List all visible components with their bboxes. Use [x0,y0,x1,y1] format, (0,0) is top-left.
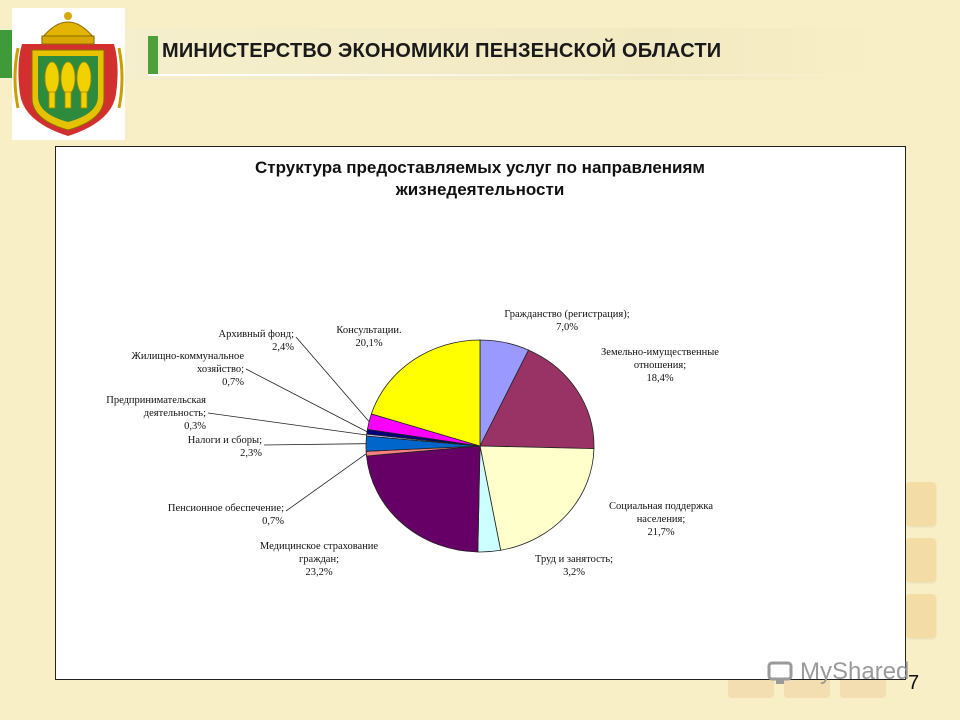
data-label: Консультации. 20,1% [336,325,401,349]
chart-title: Структура предоставляемых услуг по напра… [255,158,705,199]
data-label: Налоги и сборы; 2,3% [188,435,262,459]
pie-slice [479,445,595,551]
header-left-stripe [0,30,12,78]
data-label: Пенсионное обеспечение; 0,7% [168,503,284,527]
pensa-coat-of-arms-icon [12,8,125,140]
data-label-line: 0,3% [184,421,206,432]
page-number: 7 [908,672,920,694]
leader-line [245,368,368,433]
data-label-line: хозяйство; [197,364,244,375]
data-label-line: 0,7% [262,516,284,527]
myshared-logo-icon [767,661,793,684]
header-band [0,28,880,80]
page-title: МИНИСТЕРСТВО ЭКОНОМИКИ ПЕНЗЕНСКОЙ ОБЛАСТ… [162,40,722,62]
data-label-line: Консультации. [336,325,401,336]
data-label-line: Гражданство (регистрация); [504,309,629,320]
watermark: MyShared [800,658,910,685]
data-label-line: Архивный фонд; [218,329,294,340]
pie-slice [370,339,481,447]
data-label-line: Налоги и сборы; [188,435,262,446]
data-label-line: Труд и занятость; [535,554,613,565]
leader-line [295,336,370,422]
data-label-line: 2,3% [240,448,262,459]
chart-title-line: Структура предоставляемых услуг по напра… [255,158,705,177]
leader-line [207,412,367,436]
data-label-line: Пенсионное обеспечение; [168,503,284,514]
decor-tile [906,538,936,582]
data-label-line: 0,7% [222,377,244,388]
data-label: Медицинское страхование граждан; 23,2% [260,541,379,578]
leader-line [263,443,367,446]
data-label: Архивный фонд; 2,4% [218,329,294,353]
pie-chart: Структура предоставляемых услуг по напра… [106,158,719,578]
chart-title-line: жизнедеятельности [395,180,565,199]
data-label-line: 20,1% [355,338,382,349]
data-label: Гражданство (регистрация); 7,0% [504,309,629,333]
data-label-line: деятельность; [144,408,206,419]
data-label-line: Предпринимательская [106,395,206,406]
data-label-line: Социальная поддержка [609,501,713,512]
data-label-line: 21,7% [647,527,674,538]
data-label-line: 3,2% [563,567,585,578]
decor-tile [906,482,936,526]
data-label-line: населения; [637,514,686,525]
data-label: Социальная поддержка населения; 21,7% [609,501,713,538]
data-label: Труд и занятость; 3,2% [535,554,613,578]
data-label: Жилищно-коммунальное хозяйство; 0,7% [131,351,244,388]
data-label-line: 2,4% [272,342,294,353]
data-label-line: 7,0% [556,322,578,333]
data-label-line: Медицинское страхование [260,541,379,552]
chart-container: Структура предоставляемых услуг по напра… [55,146,906,680]
data-label-line: Жилищно-коммунальное [131,351,244,362]
pie-slice [479,349,595,450]
data-label: Земельно-имущественные отношения; 18,4% [601,347,719,384]
data-label-line: граждан; [299,554,339,565]
data-label-line: отношения; [634,360,686,371]
data-label-line: 23,2% [305,567,332,578]
decor-tile [906,594,936,638]
leader-line [285,453,367,512]
data-label: Предпринимательская деятельность; 0,3% [106,395,206,432]
data-label-line: Земельно-имущественные [601,347,719,358]
data-label-line: 18,4% [646,373,673,384]
pie-slice [366,445,481,553]
header-underline [148,74,888,76]
header-accent-bar [148,36,158,74]
